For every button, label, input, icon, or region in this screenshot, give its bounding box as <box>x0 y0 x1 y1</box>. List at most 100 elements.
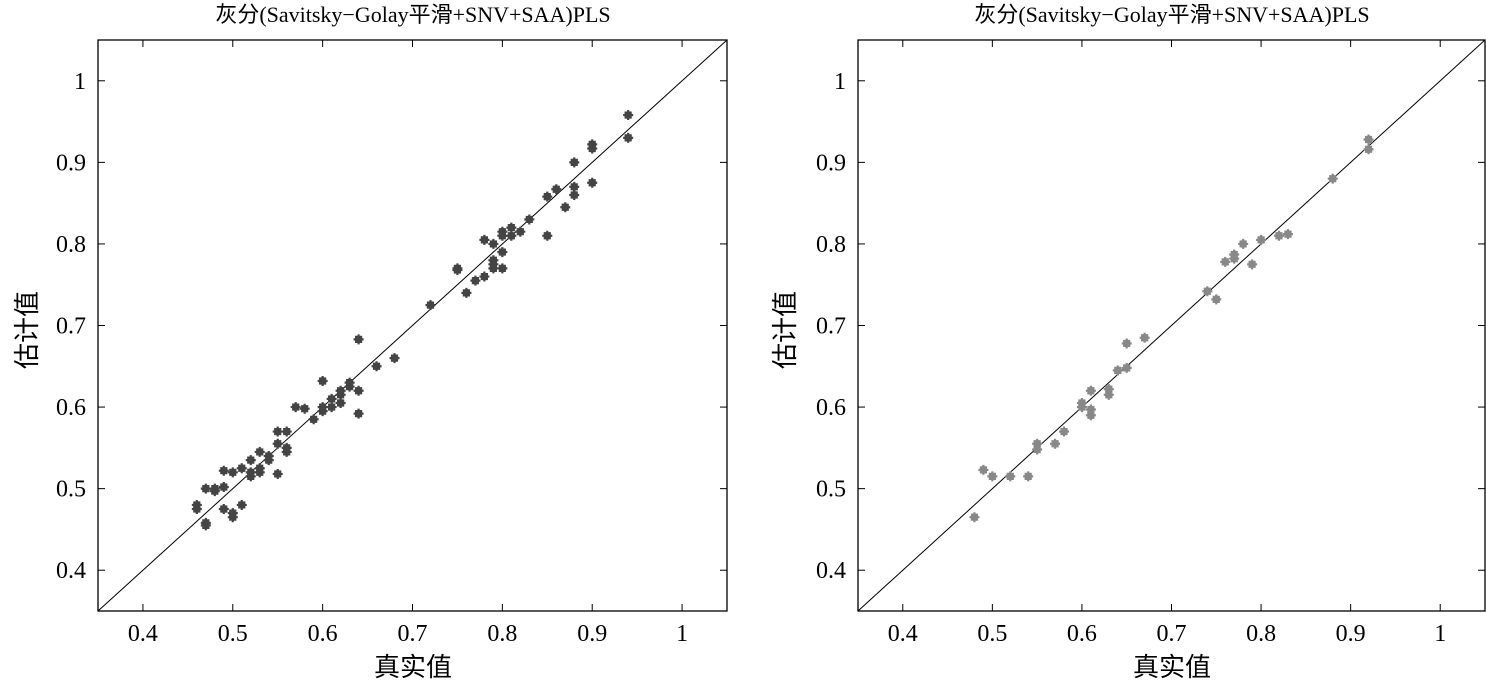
data-point <box>623 132 634 143</box>
y-tick-label: 1 <box>74 69 86 95</box>
reference-line <box>97 39 728 612</box>
data-point <box>1220 256 1231 267</box>
chart-title: 灰分(Savitsky−Golay平滑+SNV+SAA)PLS <box>215 2 610 27</box>
x-tick-label: 0.4 <box>888 621 918 647</box>
data-point <box>281 426 292 437</box>
data-point <box>299 403 310 414</box>
x-tick-label: 0.9 <box>1336 621 1366 647</box>
data-point <box>1247 259 1258 270</box>
data-point <box>218 482 229 493</box>
data-point <box>344 377 355 388</box>
data-point <box>452 265 463 276</box>
x-tick-label: 1 <box>1434 621 1446 647</box>
y-tick-label: 0.4 <box>816 558 846 584</box>
data-point <box>1139 332 1150 343</box>
y-axis-label: 估计值 <box>771 291 800 369</box>
data-point <box>1273 230 1284 241</box>
data-point <box>623 110 634 121</box>
data-point <box>326 402 337 413</box>
data-point <box>353 408 364 419</box>
data-point <box>1023 471 1034 482</box>
x-tick-label: 0.6 <box>308 621 338 647</box>
data-point <box>987 471 998 482</box>
data-point <box>1238 238 1249 249</box>
y-tick-label: 0.7 <box>56 314 86 340</box>
data-point <box>461 287 472 298</box>
data-point <box>1363 144 1374 155</box>
x-tick-label: 0.7 <box>1157 621 1187 647</box>
data-point <box>978 464 989 475</box>
y-tick-label: 1 <box>834 69 846 95</box>
data-point <box>308 414 319 425</box>
y-tick-label: 0.8 <box>56 232 86 258</box>
data-point <box>542 191 553 202</box>
data-point <box>1327 173 1338 184</box>
data-point <box>1202 286 1213 297</box>
data-point <box>254 463 265 474</box>
data-point <box>209 486 220 497</box>
data-point <box>1085 404 1096 415</box>
x-tick-label: 0.6 <box>1067 621 1097 647</box>
x-tick-label: 0.7 <box>398 621 428 647</box>
data-point <box>587 139 598 150</box>
data-point <box>569 157 580 168</box>
reference-line <box>857 39 1486 612</box>
data-point <box>227 508 238 519</box>
data-point <box>1112 365 1123 376</box>
data-point <box>488 255 499 266</box>
y-tick-label: 0.7 <box>816 314 846 340</box>
data-point <box>236 499 247 510</box>
data-point <box>236 463 247 474</box>
data-point <box>245 467 256 478</box>
data-point <box>389 353 400 364</box>
data-point <box>551 184 562 195</box>
y-tick-label: 0.9 <box>816 150 846 176</box>
y-tick-label: 0.5 <box>816 477 846 503</box>
data-point <box>200 517 211 528</box>
data-point <box>569 181 580 192</box>
data-point <box>254 446 265 457</box>
data-point <box>515 226 526 237</box>
y-tick-label: 0.6 <box>816 395 846 421</box>
y-tick-label: 0.5 <box>56 477 86 503</box>
y-tick-label: 0.4 <box>56 558 86 584</box>
y-tick-label: 0.6 <box>56 395 86 421</box>
data-point <box>1005 471 1016 482</box>
data-point <box>1363 134 1374 145</box>
data-point <box>542 230 553 241</box>
x-axis-label: 真实值 <box>1133 653 1211 680</box>
data-point <box>1085 385 1096 396</box>
x-tick-label: 0.4 <box>128 621 158 647</box>
data-point <box>1211 294 1222 305</box>
data-point <box>497 226 508 237</box>
data-point <box>1059 426 1070 437</box>
data-point <box>479 271 490 282</box>
data-point <box>506 230 517 241</box>
data-point <box>1282 229 1293 240</box>
data-point <box>245 455 256 466</box>
data-point <box>1032 438 1043 449</box>
data-point <box>191 499 202 510</box>
data-point <box>272 468 283 479</box>
data-point <box>272 438 283 449</box>
data-point <box>587 177 598 188</box>
data-point <box>1103 384 1114 395</box>
x-axis-label: 真实值 <box>374 653 452 680</box>
x-tick-label: 0.8 <box>1246 621 1276 647</box>
data-point <box>470 275 481 286</box>
y-tick-label: 0.8 <box>816 232 846 258</box>
data-point <box>272 426 283 437</box>
x-tick-label: 0.8 <box>487 621 517 647</box>
data-point <box>1229 249 1240 260</box>
data-point <box>497 247 508 258</box>
data-point <box>1121 338 1132 349</box>
data-point <box>479 234 490 245</box>
x-tick-label: 1 <box>676 621 688 647</box>
data-point <box>488 238 499 249</box>
data-point <box>353 334 364 345</box>
data-point <box>1050 438 1061 449</box>
data-point <box>969 512 980 523</box>
data-point <box>1076 397 1087 408</box>
data-point <box>326 393 337 404</box>
